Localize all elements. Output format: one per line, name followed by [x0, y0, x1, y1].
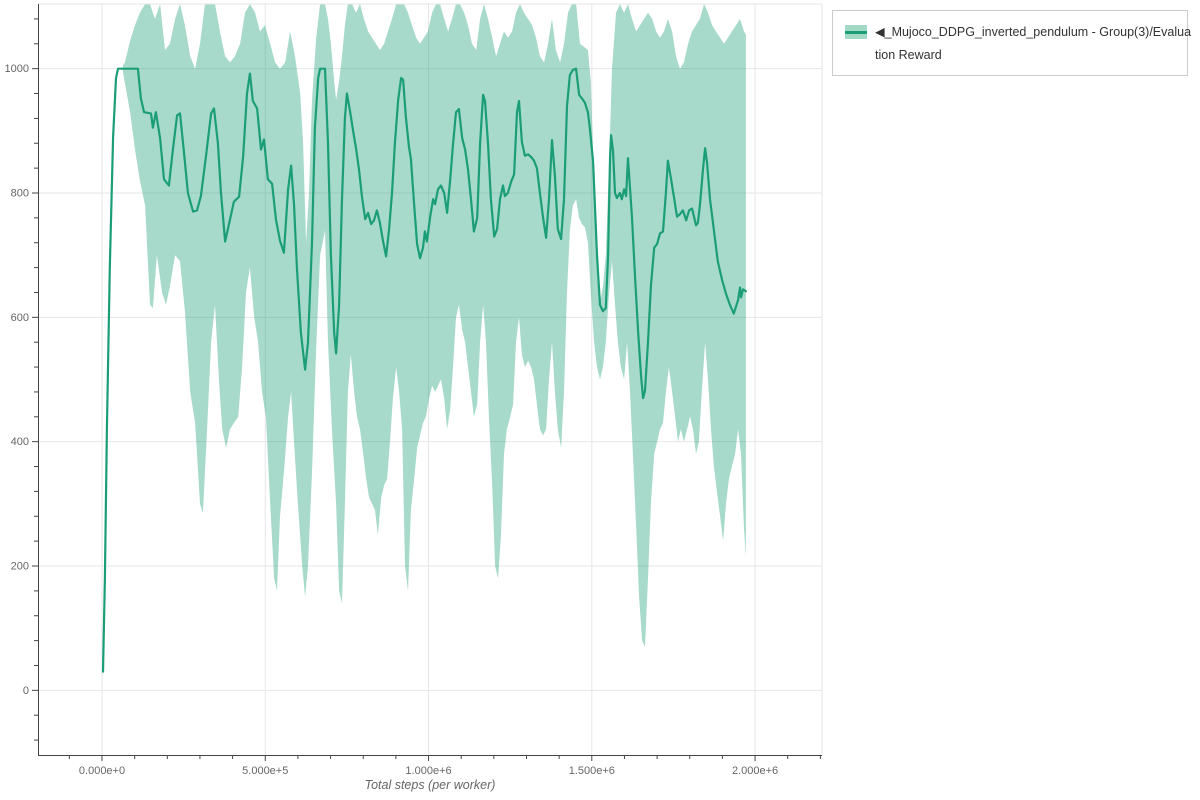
- svg-text:1.000e+6: 1.000e+6: [405, 765, 451, 777]
- svg-text:1000: 1000: [5, 63, 29, 75]
- legend-label: ◀_Mujoco_DDPG_inverted_pendulum - Group(…: [875, 21, 1191, 66]
- legend-label-line2: tion Reward: [875, 47, 942, 62]
- mean-line: [101, 67, 748, 673]
- svg-text:600: 600: [11, 312, 29, 324]
- plot-frame: [38, 3, 823, 755]
- legend-item[interactable]: ◀_Mujoco_DDPG_inverted_pendulum - Group(…: [845, 21, 1191, 66]
- x-tick-labels: 0.000e+0 5.000e+5 1.000e+6 1.500e+6 2.000e+6: [79, 765, 778, 777]
- legend-label-line1: ◀_Mujoco_DDPG_inverted_pendulum - Group(…: [875, 25, 1192, 39]
- legend-swatch-line: [845, 30, 867, 34]
- series-group: [101, 4, 748, 673]
- svg-text:200: 200: [11, 561, 29, 573]
- legend: ◀_Mujoco_DDPG_inverted_pendulum - Group(…: [832, 10, 1191, 76]
- svg-text:400: 400: [11, 436, 29, 448]
- svg-text:5.000e+5: 5.000e+5: [242, 765, 288, 777]
- axes: [38, 4, 822, 756]
- gridlines: [38, 4, 822, 755]
- y-tick-labels: 0 200 400 600 800 1000: [5, 63, 29, 697]
- svg-text:2.000e+6: 2.000e+6: [732, 765, 778, 777]
- tick-marks: [32, 18, 821, 761]
- svg-text:0: 0: [23, 685, 29, 697]
- svg-text:800: 800: [11, 187, 29, 199]
- x-axis-title: Total steps (per worker): [365, 778, 496, 792]
- legend-swatch-band-and-line-icon: [845, 25, 867, 39]
- confidence-band: [122, 4, 746, 647]
- svg-text:0.000e+0: 0.000e+0: [79, 765, 125, 777]
- svg-text:1.500e+6: 1.500e+6: [569, 765, 615, 777]
